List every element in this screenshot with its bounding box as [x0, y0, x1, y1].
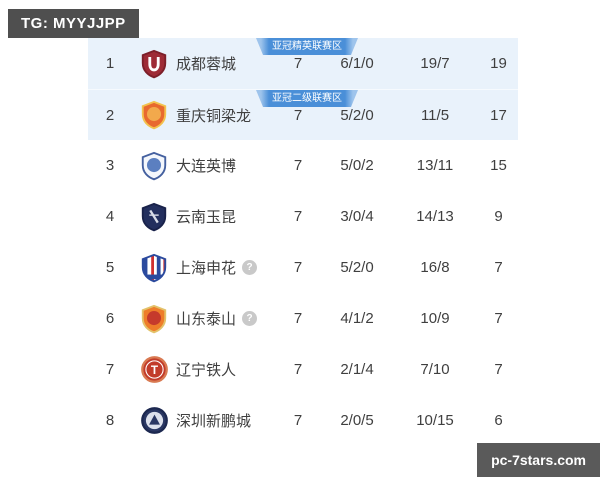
matches-played-cell: 7 [293, 208, 303, 225]
win-draw-loss-cell: 5/2/0 [340, 106, 374, 124]
goals-for-against-cell: 10/15 [416, 412, 454, 429]
team-cell: 大连英博 [176, 155, 273, 176]
matches-played-cell: 7 [293, 55, 303, 72]
points-cell: 7 [494, 259, 503, 276]
goals-for-against-cell: 14/13 [416, 208, 454, 225]
matches-played-cell: 7 [293, 412, 303, 429]
team-crest-icon [132, 304, 176, 334]
matches-played-cell: 7 [293, 259, 303, 276]
points-cell: 9 [494, 208, 503, 225]
team-crest-icon [132, 49, 176, 79]
team-crest-icon [132, 202, 176, 232]
team-crest-icon [132, 406, 176, 435]
win-draw-loss-cell: 2/0/5 [340, 412, 374, 429]
table-row[interactable]: 亚冠二级联赛区 2 重庆铜梁龙 7 5/2/0 11/5 17 [88, 89, 518, 140]
team-cell: 辽宁铁人 [176, 359, 273, 380]
site-watermark: pc-7stars.com [477, 443, 600, 477]
team-name: 辽宁铁人 [176, 362, 237, 379]
team-cell: 重庆铜梁龙 [176, 105, 273, 126]
matches-played-cell: 7 [293, 106, 303, 124]
points-cell: 15 [490, 157, 507, 174]
team-crest-icon [132, 253, 176, 283]
goals-for-against-cell: 10/9 [420, 310, 450, 327]
win-draw-loss-cell: 5/0/2 [340, 157, 374, 174]
table-row[interactable]: 7 T 辽宁铁人 7 2/1/4 7/10 7 [88, 344, 518, 395]
points-cell: 7 [494, 361, 503, 378]
goals-for-against-cell: 13/11 [416, 157, 454, 174]
table-row[interactable]: 4 云南玉昆 7 3/0/4 14/13 9 [88, 191, 518, 242]
goals-for-against-cell: 7/10 [420, 361, 450, 378]
rank-cell: 5 [105, 259, 115, 276]
team-name: 重庆铜梁龙 [176, 107, 252, 125]
goals-for-against-cell: 16/8 [420, 259, 450, 276]
team-cell: 成都蓉城 [176, 53, 273, 74]
team-name: 上海申花 [176, 260, 237, 277]
info-question-icon[interactable]: ? [242, 260, 258, 275]
win-draw-loss-cell: 4/1/2 [340, 310, 374, 327]
rank-cell: 7 [105, 361, 115, 378]
team-cell: 深圳新鹏城 [176, 410, 273, 431]
svg-text:T: T [150, 364, 158, 377]
goals-for-against-cell: 19/7 [420, 55, 450, 72]
win-draw-loss-cell: 2/1/4 [340, 361, 374, 378]
info-question-icon[interactable]: ? [242, 311, 258, 326]
rank-cell: 2 [105, 106, 115, 124]
team-name: 云南玉昆 [176, 209, 237, 226]
win-draw-loss-cell: 5/2/0 [340, 259, 374, 276]
win-draw-loss-cell: 3/0/4 [340, 208, 374, 225]
rank-cell: 3 [105, 157, 115, 174]
matches-played-cell: 7 [293, 310, 303, 327]
team-name: 大连英博 [176, 158, 237, 175]
team-name: 深圳新鹏城 [176, 413, 252, 430]
points-cell: 6 [494, 412, 503, 429]
rank-cell: 6 [105, 310, 115, 327]
team-cell: 上海申花? [176, 257, 273, 278]
team-crest-icon: T [132, 355, 176, 384]
goals-for-against-cell: 11/5 [420, 106, 450, 124]
points-cell: 19 [490, 55, 507, 72]
standings-table: 亚冠精英联赛区 1 成都蓉城 7 6/1/0 19/7 19 亚冠二级联赛区 2 重庆铜梁龙 7… [88, 38, 518, 446]
team-cell: 山东泰山? [176, 308, 273, 329]
table-row[interactable]: 亚冠精英联赛区 1 成都蓉城 7 6/1/0 19/7 19 [88, 38, 518, 89]
table-row[interactable]: 8 深圳新鹏城 7 2/0/5 10/15 6 [88, 395, 518, 446]
matches-played-cell: 7 [293, 157, 303, 174]
win-draw-loss-cell: 6/1/0 [340, 55, 374, 72]
team-name: 山东泰山 [176, 311, 237, 328]
table-row[interactable]: 6 山东泰山? 7 4/1/2 10/9 7 [88, 293, 518, 344]
tg-watermark: TG: MYYJJPP [8, 9, 139, 38]
table-row[interactable]: 5 上海申花? 7 5/2/0 16/8 7 [88, 242, 518, 293]
zone-badge: 亚冠精英联赛区 [256, 38, 358, 55]
points-cell: 17 [490, 106, 507, 124]
rank-cell: 4 [105, 208, 115, 225]
rank-cell: 1 [105, 55, 115, 72]
team-crest-icon [132, 151, 176, 181]
rank-cell: 8 [105, 412, 115, 429]
points-cell: 7 [494, 310, 503, 327]
team-crest-icon [132, 100, 176, 130]
zone-badge: 亚冠二级联赛区 [256, 90, 358, 107]
team-cell: 云南玉昆 [176, 206, 273, 227]
team-name: 成都蓉城 [176, 56, 237, 73]
matches-played-cell: 7 [293, 361, 303, 378]
table-row[interactable]: 3 大连英博 7 5/0/2 13/11 15 [88, 140, 518, 191]
